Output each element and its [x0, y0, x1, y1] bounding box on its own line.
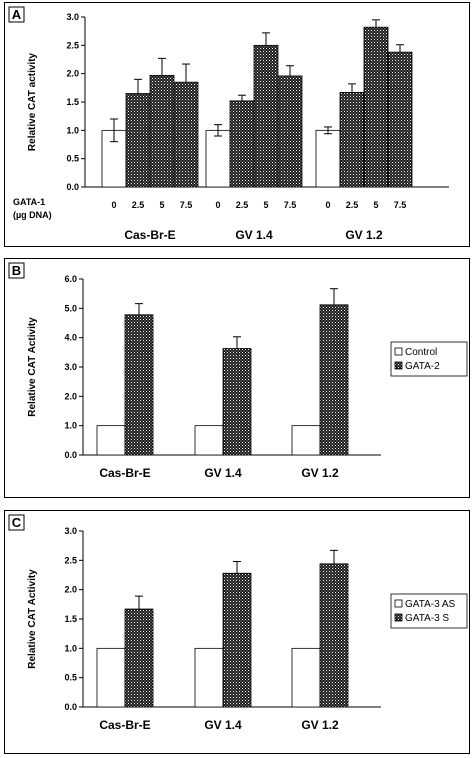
bar-gata-3-as-gv-1-4: [194, 647, 224, 708]
category-label: GV 1.4: [204, 466, 242, 480]
legend-box: [390, 341, 468, 377]
panel-b-label-box: [8, 262, 25, 279]
panel-b-label: B: [12, 263, 21, 278]
bar-gv-1-4-5: [253, 44, 279, 188]
y-tick-label: 2.5: [66, 40, 79, 50]
panel-a-chart: A 0.0 0.5 1.0 1.5 2.0 2.5 3.0 Relative CAT activ…: [4, 2, 470, 247]
bar-control-cas-br-e: [96, 425, 126, 456]
y-tick-label: 0.5: [66, 154, 79, 164]
bar-gv-1-2-0: [315, 129, 341, 188]
bar-gata-3-s-gv-1-4: [222, 572, 252, 708]
category-label: GV 1.2: [301, 466, 339, 480]
y-tick-label: 2.0: [64, 391, 77, 401]
y-tick-label: 3.0: [64, 362, 77, 372]
dose-label: 7.5: [284, 200, 297, 210]
x-caption-line-2: (µg DNA): [13, 210, 52, 220]
bar-gv-1-4-2.5: [229, 100, 255, 188]
dose-label: 2.5: [346, 200, 359, 210]
dose-label: 5: [373, 200, 378, 210]
dose-label: 7.5: [394, 200, 407, 210]
y-axis-label: Relative CAT Activity: [27, 569, 38, 669]
dose-label: 5: [159, 200, 164, 210]
dose-label: 2.5: [132, 200, 145, 210]
y-tick-label: 0.0: [66, 182, 79, 192]
bar-gv-1-4-0: [205, 129, 231, 188]
panel-a-label-box: [8, 6, 25, 23]
bar-cas-br-e-2.5: [125, 93, 151, 188]
y-tick-label: 3.0: [64, 526, 77, 536]
panel-c-label: C: [12, 515, 22, 530]
dose-label: 5: [263, 200, 268, 210]
bar-gv-1-2-7.5: [387, 51, 413, 188]
panel-c-label-box: [8, 514, 25, 531]
y-tick-label: 4.0: [64, 333, 77, 343]
y-tick-label: 1.5: [66, 97, 79, 107]
legend-entry: GATA-2: [405, 361, 440, 372]
legend-swatch: [394, 347, 403, 356]
panel-a-svg: A 0.0 0.5 1.0 1.5 2.0 2.5 3.0 Relative CAT activ…: [8, 6, 449, 242]
legend-swatch: [394, 361, 403, 370]
bar-gata-2-gv-1-4: [222, 348, 252, 456]
y-axis-label: Relative CAT activity: [27, 52, 38, 151]
category-label: GV 1.4: [204, 718, 242, 732]
y-tick-label: 2.0: [64, 585, 77, 595]
legend-swatch: [394, 599, 403, 608]
legend-box: [390, 593, 468, 629]
y-tick-label: 1.0: [66, 125, 79, 135]
category-label: Cas-Br-E: [99, 466, 150, 480]
bar-gata-3-as-cas-br-e: [96, 647, 126, 708]
y-tick-label: 0.0: [64, 450, 77, 460]
x-caption-line-1: GATA-1: [13, 197, 45, 207]
bar-gata-2-gv-1-2: [319, 304, 349, 456]
dose-label: 0: [215, 200, 220, 210]
panel-b-chart: B 0.0 1.0 2.0 3.0 4.0 5.0 6.0 Relative CAT Activ…: [4, 258, 470, 498]
legend-swatch: [394, 613, 403, 622]
y-axis-label: Relative CAT Activity: [27, 317, 38, 417]
y-tick-label: 0.5: [64, 673, 77, 683]
group-label: GV 1.2: [345, 228, 383, 242]
panel-a-label: A: [12, 7, 22, 22]
y-tick-label: 2.0: [66, 69, 79, 79]
y-tick-label: 3.0: [66, 12, 79, 22]
group-label: Cas-Br-E: [124, 228, 175, 242]
dose-label: 0: [111, 200, 116, 210]
bar-cas-br-e-7.5: [173, 81, 199, 188]
y-tick-label: 1.5: [64, 614, 77, 624]
bar-control-gv-1-4: [194, 425, 224, 456]
bar-gv-1-4-7.5: [277, 75, 303, 188]
dose-label: 2.5: [236, 200, 249, 210]
y-tick-label: 1.0: [64, 421, 77, 431]
legend-entry: Control: [405, 347, 437, 358]
panel-c-chart: C 0.0 0.5 1.0 1.5 2.0 2.5 3.0 Relative CAT Activ…: [4, 510, 470, 754]
bar-gata-3-s-gv-1-2: [319, 563, 349, 708]
dose-label: 0: [325, 200, 330, 210]
y-tick-label: 1.0: [64, 643, 77, 653]
bar-cas-br-e-5: [149, 74, 175, 188]
category-label: Cas-Br-E: [99, 718, 150, 732]
y-tick-label: 2.5: [64, 555, 77, 565]
bar-gata-3-as-gv-1-2: [291, 647, 321, 708]
bar-control-gv-1-2: [291, 425, 321, 456]
bar-gv-1-2-2.5: [339, 91, 365, 188]
group-label: GV 1.4: [235, 228, 273, 242]
bar-gata-3-s-cas-br-e: [124, 608, 154, 708]
panel-c-svg: C 0.0 0.5 1.0 1.5 2.0 2.5 3.0 Relative CAT Activ…: [8, 514, 468, 732]
dose-label: 7.5: [180, 200, 193, 210]
y-tick-label: 0.0: [64, 702, 77, 712]
panel-b-svg: B 0.0 1.0 2.0 3.0 4.0 5.0 6.0 Relative CAT Activ…: [8, 262, 468, 480]
legend-entry: GATA-3 S: [405, 613, 449, 624]
y-tick-label: 5.0: [64, 303, 77, 313]
bar-gata-2-cas-br-e: [124, 314, 154, 456]
category-label: GV 1.2: [301, 718, 339, 732]
bar-gv-1-2-5: [363, 26, 389, 188]
legend-entry: GATA-3 AS: [405, 599, 456, 610]
y-tick-label: 6.0: [64, 274, 77, 284]
